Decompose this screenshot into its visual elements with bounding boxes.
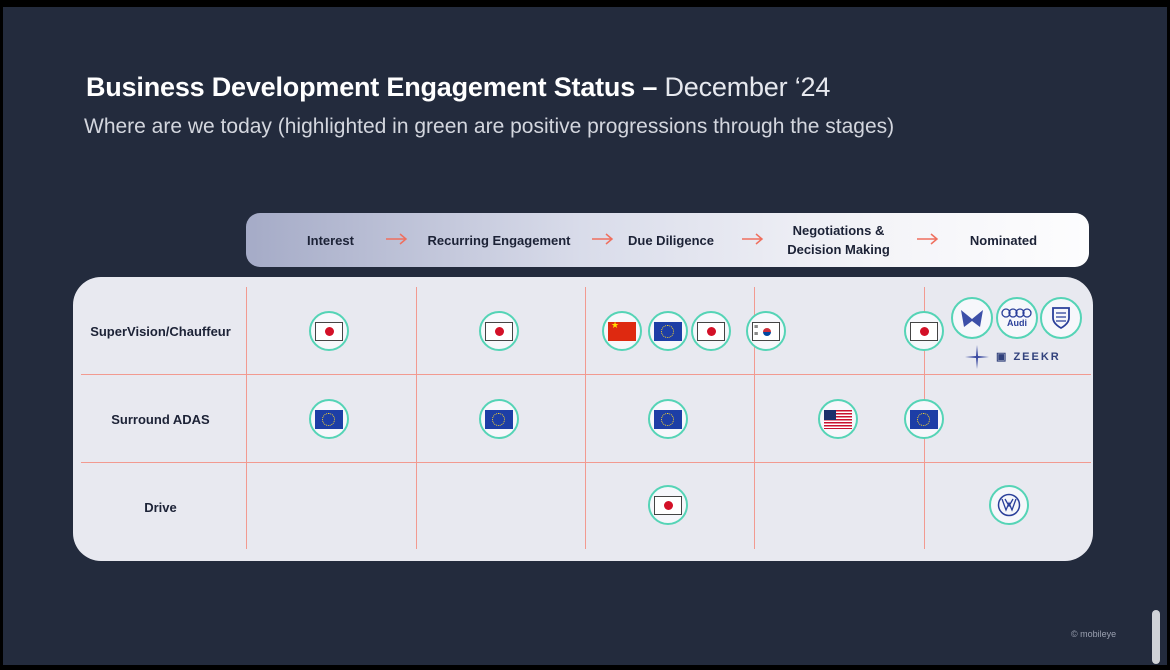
china-flag-icon (602, 311, 642, 351)
slide-subtitle: Where are we today (highlighted in green… (84, 115, 895, 138)
stage-interest: Interest (307, 232, 354, 248)
scrollbar[interactable] (1152, 610, 1160, 664)
audi-logo-text: Audi (1007, 318, 1027, 328)
zeekr-label: ZEEKR (1013, 351, 1061, 363)
row-label-supervision: SuperVision/Chauffeur (90, 324, 231, 339)
eu-flag-icon (648, 399, 688, 439)
stage-nominated: Nominated (969, 232, 1038, 248)
grid-divider (585, 287, 586, 549)
mahindra-logo-icon (951, 297, 993, 339)
polestar-logo-icon (965, 345, 989, 369)
stage-header: Interest Recurring Engagement Due Dilige… (246, 213, 1089, 267)
arrow-icon (592, 233, 614, 245)
grid-divider (81, 462, 1091, 463)
japan-flag-icon (309, 311, 349, 351)
grid-divider (754, 287, 755, 549)
japan-flag-icon (648, 485, 688, 525)
usa-flag-icon (818, 399, 858, 439)
stage-negotiations: Negotiations & Decision Making (787, 223, 890, 257)
row-label-drive: Drive (144, 500, 177, 515)
copyright-text: © mobileye (1071, 629, 1117, 639)
korea-flag-icon (746, 311, 786, 351)
slide-title: Business Development Engagement Status –… (86, 72, 830, 103)
arrow-icon (917, 233, 939, 245)
stage-recurring: Recurring Engagement (427, 232, 571, 248)
zeekr-logo-text: ▣ ZEEKR (996, 351, 1061, 363)
stage-due-diligence: Due Diligence (628, 232, 714, 248)
eu-flag-icon (479, 399, 519, 439)
top-border (0, 0, 1170, 5)
arrow-icon (386, 233, 408, 245)
volkswagen-logo-icon (989, 485, 1029, 525)
title-bold: Business Development Engagement Status – (86, 72, 658, 102)
row-label-surround-adas: Surround ADAS (111, 412, 210, 427)
status-grid: SuperVision/Chauffeur Surround ADAS Driv… (73, 277, 1093, 561)
grid-divider (246, 287, 247, 549)
japan-flag-icon (904, 311, 944, 351)
porsche-logo-icon (1040, 297, 1082, 339)
grid-divider (416, 287, 417, 549)
grid-divider (81, 374, 1091, 375)
arrow-icon (742, 233, 764, 245)
eu-flag-icon (904, 399, 944, 439)
eu-flag-icon (309, 399, 349, 439)
title-date: December ‘24 (657, 72, 831, 102)
audi-logo-icon: Audi (996, 297, 1038, 339)
eu-flag-icon (648, 311, 688, 351)
japan-flag-icon (479, 311, 519, 351)
japan-flag-icon (691, 311, 731, 351)
